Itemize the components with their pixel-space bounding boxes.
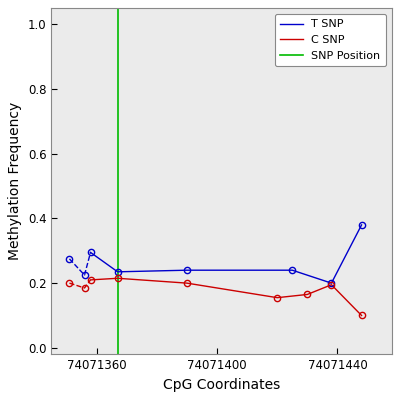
Y-axis label: Methylation Frequency: Methylation Frequency <box>8 102 22 260</box>
X-axis label: CpG Coordinates: CpG Coordinates <box>163 378 280 392</box>
Legend: T SNP, C SNP, SNP Position: T SNP, C SNP, SNP Position <box>275 14 386 66</box>
